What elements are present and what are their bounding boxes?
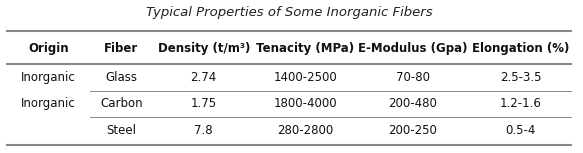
Text: Typical Properties of Some Inorganic Fibers: Typical Properties of Some Inorganic Fib… — [146, 6, 433, 19]
Text: 200-480: 200-480 — [388, 97, 437, 110]
Text: Tenacity (MPa): Tenacity (MPa) — [256, 42, 354, 55]
Text: 1.2-1.6: 1.2-1.6 — [500, 97, 542, 110]
Text: Origin: Origin — [28, 42, 69, 55]
Text: 1800-4000: 1800-4000 — [273, 97, 337, 110]
Text: 280-2800: 280-2800 — [277, 124, 333, 137]
Text: Density (t/m³): Density (t/m³) — [157, 42, 250, 55]
Text: E-Modulus (Gpa): E-Modulus (Gpa) — [358, 42, 468, 55]
Text: Inorganic: Inorganic — [21, 71, 76, 84]
Text: 200-250: 200-250 — [388, 124, 437, 137]
Text: 2.74: 2.74 — [191, 71, 217, 84]
Text: Inorganic: Inorganic — [21, 97, 76, 110]
Text: Elongation (%): Elongation (%) — [472, 42, 570, 55]
Text: 70-80: 70-80 — [396, 71, 430, 84]
Text: Glass: Glass — [106, 71, 137, 84]
Text: 1400-2500: 1400-2500 — [273, 71, 337, 84]
Text: 7.8: 7.8 — [194, 124, 213, 137]
Text: Steel: Steel — [106, 124, 136, 137]
Text: 2.5-3.5: 2.5-3.5 — [500, 71, 542, 84]
Text: 0.5-4: 0.5-4 — [505, 124, 536, 137]
Text: 1.75: 1.75 — [191, 97, 217, 110]
Text: Carbon: Carbon — [100, 97, 143, 110]
Text: Fiber: Fiber — [104, 42, 138, 55]
